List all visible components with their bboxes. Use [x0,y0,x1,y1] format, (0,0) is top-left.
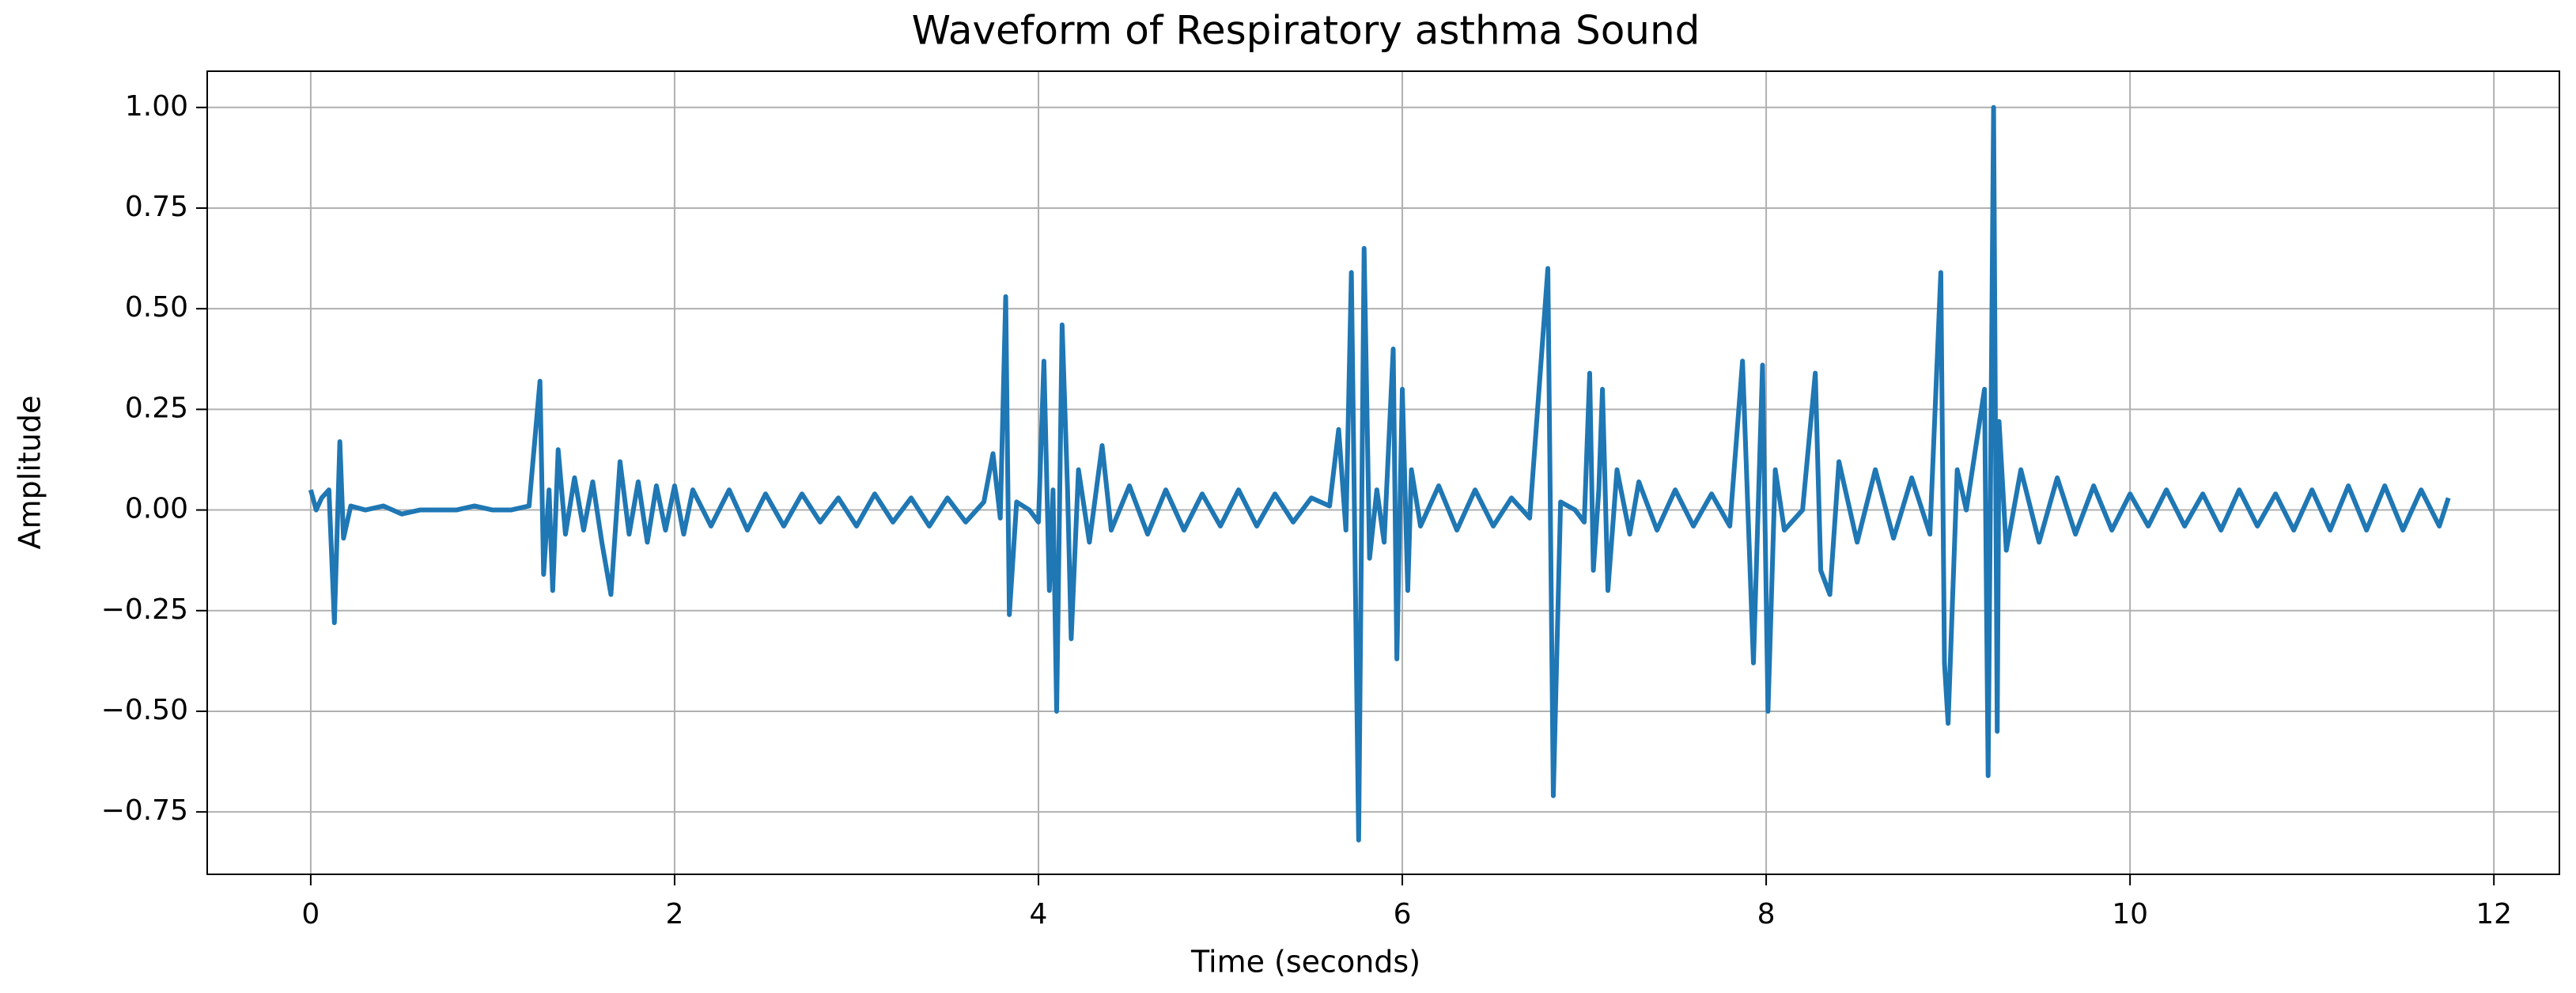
x-tick-label: 0 [301,898,320,930]
y-tick-label: −0.50 [101,694,188,726]
y-tick-label: −0.25 [101,593,188,626]
y-tick-label: 1.00 [125,90,188,123]
y-tick-label: 0.50 [125,291,188,324]
plot-frame [206,70,2560,875]
x-tick-label: 10 [2112,898,2148,930]
y-tick-label: 0.00 [125,493,188,525]
x-tick-label: 12 [2476,898,2512,930]
x-tick-label: 8 [1757,898,1776,930]
y-tick-label: −0.75 [101,794,188,827]
x-tick-label: 4 [1030,898,1048,930]
chart-title: Waveform of Respiratory asthma Sound [912,8,1700,54]
waveform-line [308,104,2451,843]
y-tick-label: 0.25 [125,392,188,424]
y-axis-label: Amplitude [13,396,47,550]
x-axis-label: Time (seconds) [1190,945,1420,980]
x-tick-label: 6 [1394,898,1412,930]
y-tick-label: 0.75 [125,191,188,223]
x-tick-label: 2 [665,898,683,930]
